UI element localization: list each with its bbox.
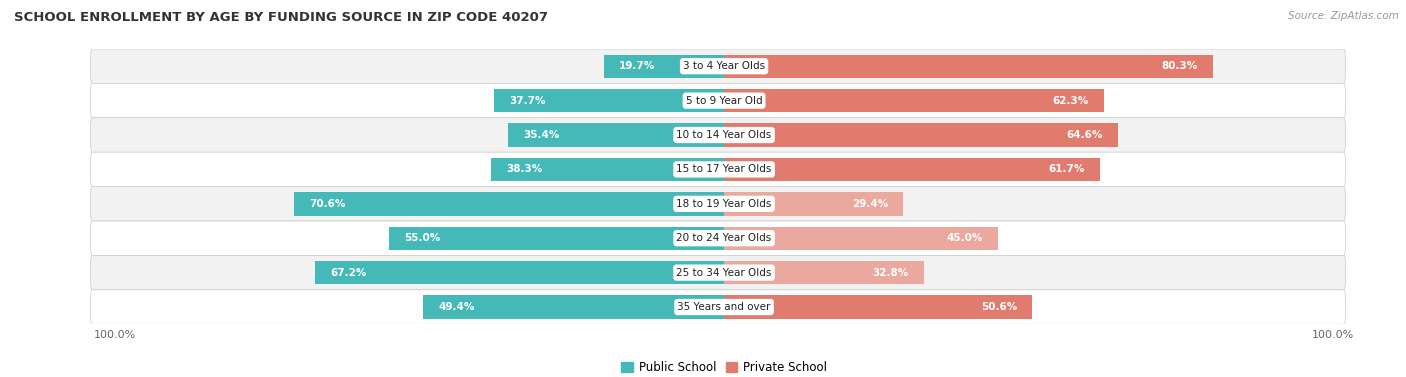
Text: 18 to 19 Year Olds: 18 to 19 Year Olds [676, 199, 772, 209]
Bar [724, 89, 1104, 112]
Bar [315, 261, 724, 284]
Text: 55.0%: 55.0% [405, 233, 440, 243]
Text: Source: ZipAtlas.com: Source: ZipAtlas.com [1288, 11, 1399, 21]
Text: 32.8%: 32.8% [873, 268, 908, 277]
Text: 35.4%: 35.4% [523, 130, 560, 140]
Text: 64.6%: 64.6% [1066, 130, 1102, 140]
Text: 62.3%: 62.3% [1052, 96, 1088, 106]
Bar [491, 158, 724, 181]
Text: 35 Years and over: 35 Years and over [678, 302, 770, 312]
FancyBboxPatch shape [90, 221, 1346, 256]
FancyBboxPatch shape [90, 256, 1346, 290]
Text: 80.3%: 80.3% [1161, 61, 1198, 71]
Bar [724, 123, 1118, 147]
Text: 3 to 4 Year Olds: 3 to 4 Year Olds [683, 61, 765, 71]
Text: 5 to 9 Year Old: 5 to 9 Year Old [686, 96, 762, 106]
Text: 50.6%: 50.6% [981, 302, 1017, 312]
FancyBboxPatch shape [90, 152, 1346, 187]
Bar [605, 55, 724, 78]
Bar [509, 123, 724, 147]
FancyBboxPatch shape [90, 187, 1346, 221]
FancyBboxPatch shape [90, 49, 1346, 83]
Bar [724, 295, 1032, 319]
Text: 70.6%: 70.6% [309, 199, 346, 209]
Text: 37.7%: 37.7% [509, 96, 546, 106]
Bar [724, 55, 1213, 78]
Bar [495, 89, 724, 112]
FancyBboxPatch shape [90, 290, 1346, 324]
Text: SCHOOL ENROLLMENT BY AGE BY FUNDING SOURCE IN ZIP CODE 40207: SCHOOL ENROLLMENT BY AGE BY FUNDING SOUR… [14, 11, 548, 24]
Text: 38.3%: 38.3% [506, 164, 543, 175]
Bar [724, 192, 903, 216]
Text: 49.4%: 49.4% [439, 302, 475, 312]
FancyBboxPatch shape [90, 118, 1346, 152]
Bar [724, 158, 1099, 181]
FancyBboxPatch shape [90, 83, 1346, 118]
Text: 19.7%: 19.7% [619, 61, 655, 71]
Bar [389, 227, 724, 250]
Text: 15 to 17 Year Olds: 15 to 17 Year Olds [676, 164, 772, 175]
Bar [294, 192, 724, 216]
Text: 45.0%: 45.0% [946, 233, 983, 243]
Text: 20 to 24 Year Olds: 20 to 24 Year Olds [676, 233, 772, 243]
Legend: Public School, Private School: Public School, Private School [616, 356, 832, 377]
Bar [423, 295, 724, 319]
Text: 25 to 34 Year Olds: 25 to 34 Year Olds [676, 268, 772, 277]
Bar [724, 261, 924, 284]
Text: 10 to 14 Year Olds: 10 to 14 Year Olds [676, 130, 772, 140]
Bar [724, 227, 998, 250]
Text: 29.4%: 29.4% [852, 199, 889, 209]
Text: 67.2%: 67.2% [330, 268, 367, 277]
Text: 61.7%: 61.7% [1049, 164, 1085, 175]
